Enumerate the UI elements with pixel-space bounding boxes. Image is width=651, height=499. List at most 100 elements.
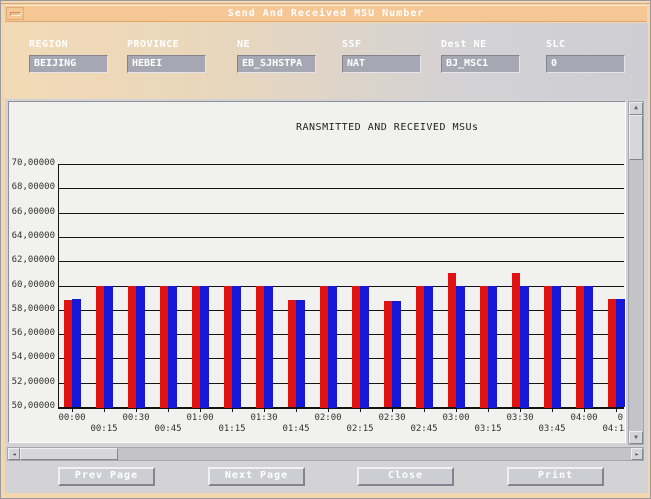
- gridline: [58, 188, 624, 189]
- titlebar[interactable]: Send And Received MSU Number: [5, 5, 647, 22]
- window-menu-button[interactable]: [6, 7, 24, 20]
- bar-received: [104, 286, 113, 408]
- bar-received: [168, 286, 177, 408]
- field-label-slc: SLC: [546, 39, 566, 50]
- gridline: [58, 164, 624, 165]
- scroll-left-icon[interactable]: ◄: [8, 448, 20, 460]
- vertical-scrollbar[interactable]: ▲ ▼: [628, 101, 644, 445]
- bar-received: [552, 286, 561, 408]
- field-group-dest-ne: Dest NE BJ_MSC1: [441, 39, 531, 73]
- y-axis-line: [58, 164, 59, 407]
- bar-received: [328, 286, 337, 408]
- vertical-scrollbar-thumb[interactable]: [629, 115, 643, 160]
- y-tick-label: 50,00000: [11, 401, 55, 411]
- x-tick: [360, 409, 361, 412]
- bar-received: [360, 286, 369, 408]
- field-ne[interactable]: EB_SJHSTPA: [237, 55, 316, 73]
- field-slc[interactable]: 0: [546, 55, 625, 73]
- x-tick-label: 01:45: [282, 424, 310, 434]
- x-tick: [616, 409, 617, 412]
- field-group-ssf: SSF NAT: [342, 39, 432, 73]
- bar-received: [456, 286, 465, 408]
- field-group-slc: SLC 0: [546, 39, 636, 73]
- bar-transmitted: [576, 286, 584, 408]
- close-button[interactable]: Close: [357, 467, 454, 486]
- x-tick: [424, 409, 425, 412]
- gridline: [58, 286, 624, 287]
- bar-received: [136, 286, 145, 408]
- x-tick: [136, 409, 137, 412]
- y-tick-label: 68,00000: [11, 182, 55, 192]
- x-tick-label: 00:00: [58, 413, 86, 423]
- gridline: [58, 213, 624, 214]
- gridline: [58, 237, 624, 238]
- x-tick-label: 02:00: [314, 413, 342, 423]
- gridline: [58, 383, 624, 384]
- field-group-province: PROVINCE HEBEI: [127, 39, 217, 73]
- gridline: [58, 407, 624, 409]
- x-tick: [584, 409, 585, 412]
- x-tick: [264, 409, 265, 412]
- x-tick-label: 02:30: [378, 413, 406, 423]
- bar-transmitted: [544, 286, 552, 408]
- bar-received: [264, 286, 273, 408]
- x-tick: [232, 409, 233, 412]
- y-tick-label: 54,00000: [11, 352, 55, 362]
- x-tick: [456, 409, 457, 412]
- bar-transmitted: [160, 286, 168, 408]
- scroll-up-icon[interactable]: ▲: [629, 102, 643, 115]
- bar-received: [520, 286, 529, 408]
- gridline: [58, 334, 624, 335]
- y-tick-label: 66,00000: [11, 207, 55, 217]
- x-tick: [328, 409, 329, 412]
- chart-area: RANSMITTED AND RECEIVED MSUs 70,00000 68,…: [8, 101, 626, 443]
- horizontal-scrollbar-thumb[interactable]: [20, 448, 118, 460]
- bar-transmitted: [320, 286, 328, 408]
- field-dest-ne[interactable]: BJ_MSC1: [441, 55, 520, 73]
- bar-transmitted: [448, 273, 456, 407]
- bar-received: [200, 286, 209, 408]
- bar-transmitted: [224, 286, 232, 408]
- scroll-right-icon[interactable]: ►: [631, 448, 643, 460]
- x-tick-label: 00:30: [122, 413, 150, 423]
- bar-transmitted: [416, 286, 424, 408]
- field-province[interactable]: HEBEI: [127, 55, 206, 73]
- print-button[interactable]: Print: [507, 467, 604, 486]
- bar-transmitted: [480, 286, 488, 408]
- gridline: [58, 310, 624, 311]
- x-tick: [200, 409, 201, 412]
- bar-received: [616, 299, 625, 407]
- bar-transmitted: [64, 300, 72, 407]
- bar-transmitted: [96, 286, 104, 408]
- x-tick: [392, 409, 393, 412]
- x-tick-label: 01:00: [186, 413, 214, 423]
- x-tick-label: 03:15: [474, 424, 502, 434]
- bar-transmitted: [512, 273, 520, 407]
- scroll-down-icon[interactable]: ▼: [629, 431, 643, 444]
- y-tick-label: 60,00000: [11, 280, 55, 290]
- x-tick-label: 01:15: [218, 424, 246, 434]
- bar-transmitted: [384, 301, 392, 407]
- x-tick-label: 04:00: [570, 413, 598, 423]
- x-tick-label: 03:00: [442, 413, 470, 423]
- x-tick-label: 04:15: [602, 424, 625, 434]
- bar-transmitted: [608, 299, 616, 407]
- field-region[interactable]: BEIJING: [29, 55, 108, 73]
- prev-page-button[interactable]: Prev Page: [58, 467, 155, 486]
- bar-received: [72, 299, 81, 407]
- window-content: REGION BEIJING PROVINCE HEBEI NE EB_SJHSTPA SS…: [5, 23, 648, 493]
- field-group-region: REGION BEIJING: [29, 39, 119, 73]
- field-label-ssf: SSF: [342, 39, 362, 50]
- chart-title: RANSMITTED AND RECEIVED MSUs: [296, 122, 479, 133]
- field-label-region: REGION: [29, 39, 69, 50]
- x-tick-label: 02:15: [346, 424, 374, 434]
- bar-transmitted: [352, 286, 360, 408]
- horizontal-scrollbar[interactable]: ◄ ►: [7, 447, 644, 461]
- window-menu-icon: [10, 12, 21, 16]
- field-ssf[interactable]: NAT: [342, 55, 421, 73]
- next-page-button[interactable]: Next Page: [208, 467, 305, 486]
- y-tick-label: 64,00000: [11, 231, 55, 241]
- bar-received: [232, 286, 241, 408]
- y-tick-label: 58,00000: [11, 304, 55, 314]
